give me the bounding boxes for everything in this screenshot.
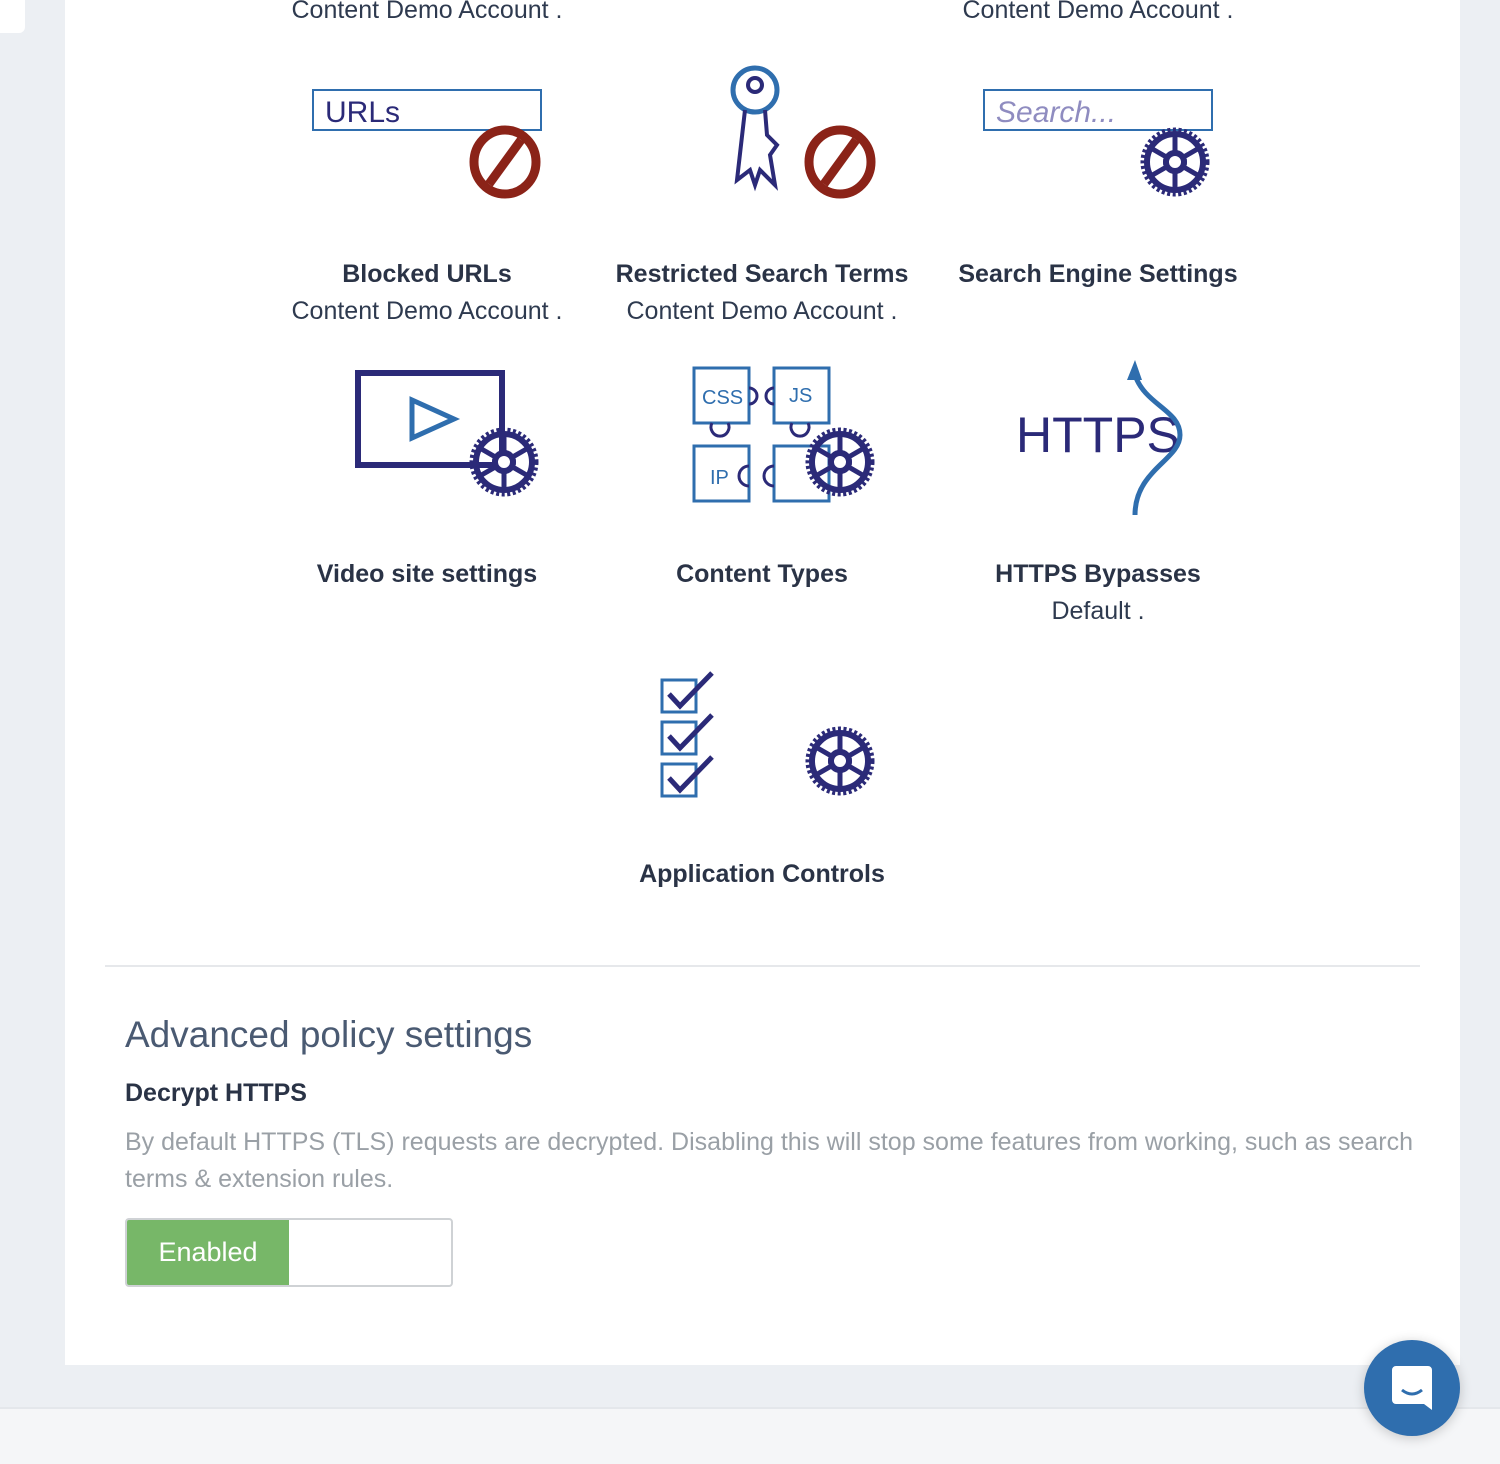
decrypt-https-title: Decrypt HTTPS [125, 1079, 307, 1107]
sidebar-stub [0, 0, 25, 33]
tile-title: HTTPS Bypasses [995, 560, 1201, 588]
policy-card [65, 0, 1460, 1365]
chat-launcher-button[interactable] [1364, 1340, 1460, 1436]
search-gear-icon: Search... [983, 89, 1213, 205]
svg-text:URLs: URLs [325, 96, 400, 129]
tile-subtitle: Content Demo Account . [962, 0, 1234, 24]
tile-title: Content Types [676, 560, 848, 588]
video-gear-icon [355, 370, 550, 505]
tile-title: Search Engine Settings [958, 260, 1238, 288]
advanced-heading: Advanced policy settings [125, 1014, 533, 1055]
page-footer [0, 1407, 1500, 1464]
chat-icon [1392, 1366, 1432, 1410]
svg-text:HTTPS: HTTPS [1016, 407, 1180, 463]
tile-title: Video site settings [316, 560, 538, 588]
tile-subtitle: Content Demo Account . [291, 297, 563, 325]
tile-subtitle: Content Demo Account . [626, 297, 898, 325]
key-blocked-icon [730, 65, 885, 205]
decrypt-https-toggle[interactable]: Enabled [125, 1218, 453, 1287]
checklist-gear-icon [660, 671, 885, 798]
decrypt-https-description: By default HTTPS (TLS) requests are decr… [125, 1128, 1414, 1193]
tile-title: Application Controls [639, 860, 885, 888]
svg-text:CSS: CSS [702, 387, 743, 409]
puzzle-gear-icon: CSS JS IP [692, 366, 888, 503]
toggle-enabled-label: Enabled [127, 1220, 289, 1285]
https-bypass-icon: HTTPS [1016, 360, 1183, 516]
tile-title: Restricted Search Terms [615, 260, 909, 288]
blocked-urls-icon: URLs [312, 89, 542, 205]
svg-text:Search...: Search... [996, 96, 1116, 129]
svg-text:JS: JS [789, 385, 812, 407]
svg-text:IP: IP [710, 467, 729, 489]
section-divider [105, 965, 1420, 967]
tile-subtitle: Default . [1051, 597, 1145, 625]
tile-title: Blocked URLs [342, 260, 512, 288]
tile-subtitle: Content Demo Account . [291, 0, 563, 24]
